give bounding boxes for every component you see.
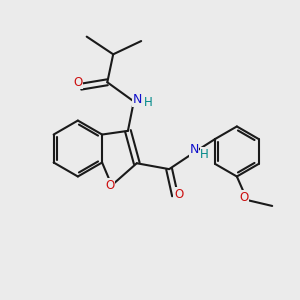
Text: H: H [144, 95, 153, 109]
Text: N: N [190, 143, 199, 157]
Text: O: O [174, 188, 183, 201]
Text: O: O [106, 179, 115, 192]
Text: N: N [133, 93, 142, 106]
Text: O: O [73, 76, 83, 89]
Text: H: H [200, 148, 209, 161]
Text: O: O [240, 190, 249, 204]
